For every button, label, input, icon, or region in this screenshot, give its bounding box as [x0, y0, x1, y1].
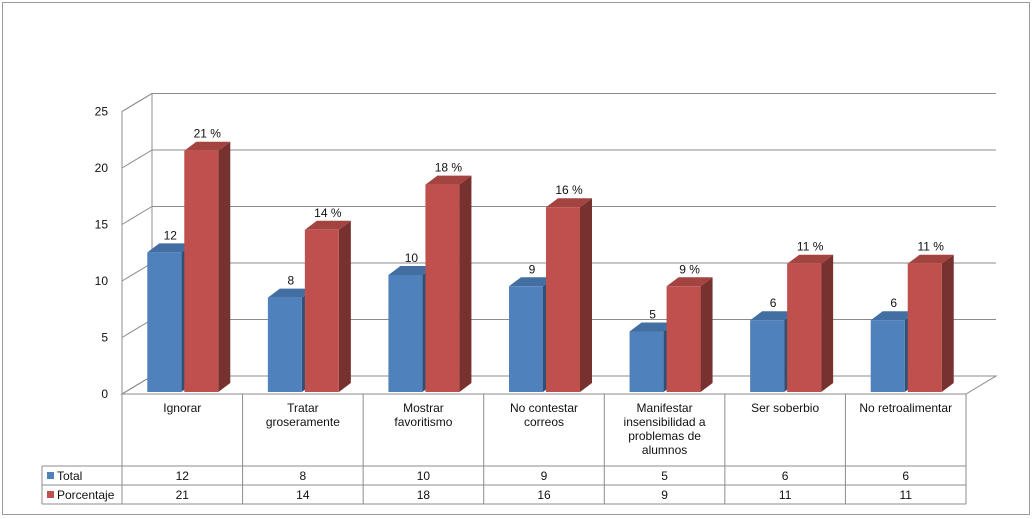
bar-top — [907, 254, 954, 264]
data-label: 5 — [649, 308, 656, 322]
category-label: groseramente — [266, 415, 340, 429]
category-label: insensibilidad a — [624, 415, 706, 429]
category-label: Ignorar — [163, 401, 201, 415]
y-tick-label: 5 — [101, 331, 108, 345]
table-cell: 16 — [537, 488, 551, 502]
table-cell: 8 — [300, 469, 307, 483]
bar-side — [821, 254, 834, 392]
category-label: problemas de — [628, 429, 701, 443]
bar-side — [700, 277, 713, 392]
bar-side — [459, 175, 472, 392]
bar-total — [388, 275, 423, 392]
gridline — [121, 93, 996, 112]
bar-top — [629, 322, 676, 332]
category-label: Mostrar — [403, 401, 444, 415]
bar-porcentaje — [546, 207, 580, 392]
data-label: 18 % — [435, 161, 463, 175]
table-cell: 11 — [899, 488, 912, 502]
category-label: Tratar — [287, 401, 319, 415]
y-tick-label: 15 — [95, 218, 109, 232]
bar-top — [509, 277, 555, 287]
bar-top — [425, 175, 472, 185]
bar-total — [147, 252, 182, 392]
y-tick-label: 20 — [95, 161, 109, 175]
table-cell: 14 — [296, 488, 310, 502]
legend-key-porcentaje — [47, 491, 54, 498]
category-label: No contestar — [510, 401, 578, 415]
y-tick-label: 0 — [101, 387, 108, 401]
category-label: No retroalimentar — [859, 401, 952, 415]
data-label: 16 % — [555, 183, 583, 197]
bar-total — [750, 320, 785, 392]
table-cell: 6 — [902, 469, 909, 483]
bar-top — [546, 198, 592, 208]
data-label: 12 — [164, 228, 178, 242]
bar-porcentaje — [666, 286, 701, 392]
table-cell: 6 — [782, 469, 789, 483]
data-label: 21 % — [194, 127, 222, 141]
category-label: favoritismo — [394, 415, 452, 429]
bar-top — [787, 254, 834, 264]
table-cell: 21 — [176, 488, 190, 502]
bar-top — [750, 311, 797, 321]
table-cell: 18 — [417, 488, 431, 502]
table-cell: 9 — [661, 488, 668, 502]
data-label: 14 % — [314, 206, 342, 220]
data-label: 9 % — [679, 262, 700, 276]
bar-top — [666, 277, 713, 287]
bar-top — [304, 220, 351, 230]
table-cell: 9 — [541, 469, 548, 483]
bar-top — [870, 311, 917, 321]
category-label: Manifestar — [637, 401, 693, 415]
legend-label: Total — [57, 469, 82, 483]
bar-top — [184, 141, 231, 151]
legend-key-total — [47, 472, 54, 479]
bar-top — [147, 243, 194, 253]
table-cell: 12 — [176, 469, 190, 483]
bar-porcentaje — [907, 263, 942, 392]
y-tick-label: 10 — [95, 274, 109, 288]
bar-top — [388, 266, 435, 275]
bar-side — [580, 198, 592, 392]
table-cell: 11 — [779, 488, 792, 502]
data-label: 11 % — [917, 240, 944, 254]
y-tick-label: 25 — [95, 105, 109, 119]
bar-porcentaje — [425, 184, 460, 392]
table-cell: 10 — [417, 469, 431, 483]
data-label: 6 — [770, 296, 777, 310]
legend-label: Porcentaje — [57, 488, 115, 502]
bar-porcentaje — [184, 150, 219, 392]
bar-side — [941, 254, 954, 392]
data-label: 9 — [529, 262, 536, 276]
data-label: 11 % — [797, 240, 824, 254]
data-label: 10 — [405, 251, 419, 265]
gridline — [121, 149, 996, 169]
bar-top — [267, 288, 314, 298]
data-label: 8 — [288, 274, 295, 288]
category-label: Ser soberbio — [751, 401, 819, 415]
category-label: alumnos — [642, 443, 687, 457]
bar-porcentaje — [304, 229, 339, 392]
data-label: 6 — [890, 296, 897, 310]
bar-total — [267, 297, 302, 392]
bar-total — [629, 331, 664, 392]
table-cell: 5 — [661, 469, 668, 483]
category-label: correos — [524, 415, 564, 429]
gridline — [121, 206, 996, 225]
bar-side — [338, 220, 351, 392]
bar-porcentaje — [787, 263, 822, 392]
bar-side — [218, 141, 231, 392]
bar-total — [870, 320, 905, 392]
bar-total — [509, 286, 543, 392]
